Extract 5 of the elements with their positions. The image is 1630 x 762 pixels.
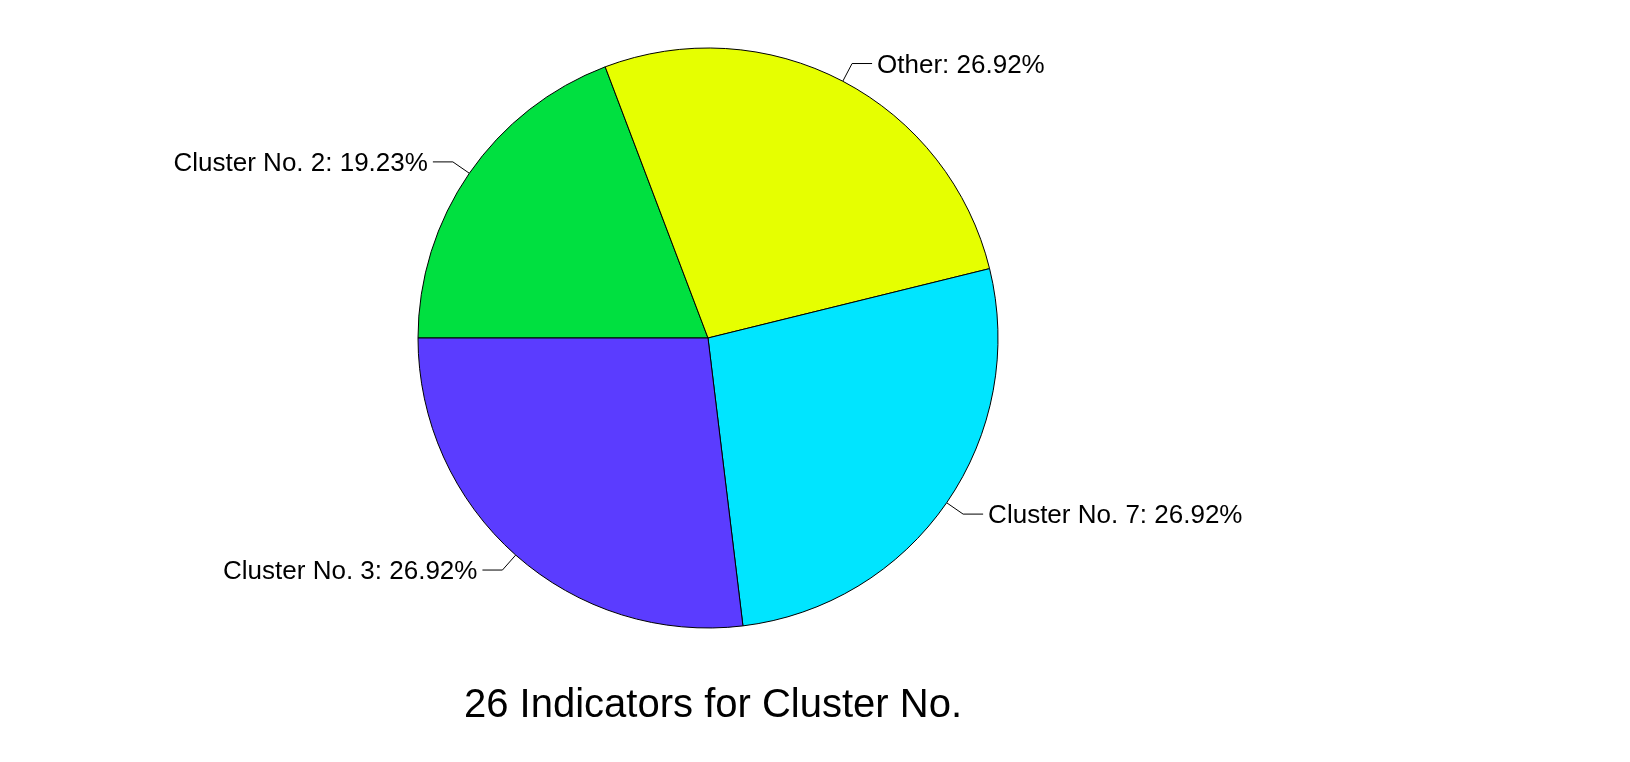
slice-label: Cluster No. 2: 19.23% [173, 146, 428, 177]
slice-label: Cluster No. 3: 26.92% [223, 555, 478, 586]
slice-label: Other: 26.92% [877, 48, 1045, 79]
text: 26 Indicators for Cluster No. [464, 681, 962, 725]
slice-label: Cluster No. 7: 26.92% [988, 499, 1243, 530]
